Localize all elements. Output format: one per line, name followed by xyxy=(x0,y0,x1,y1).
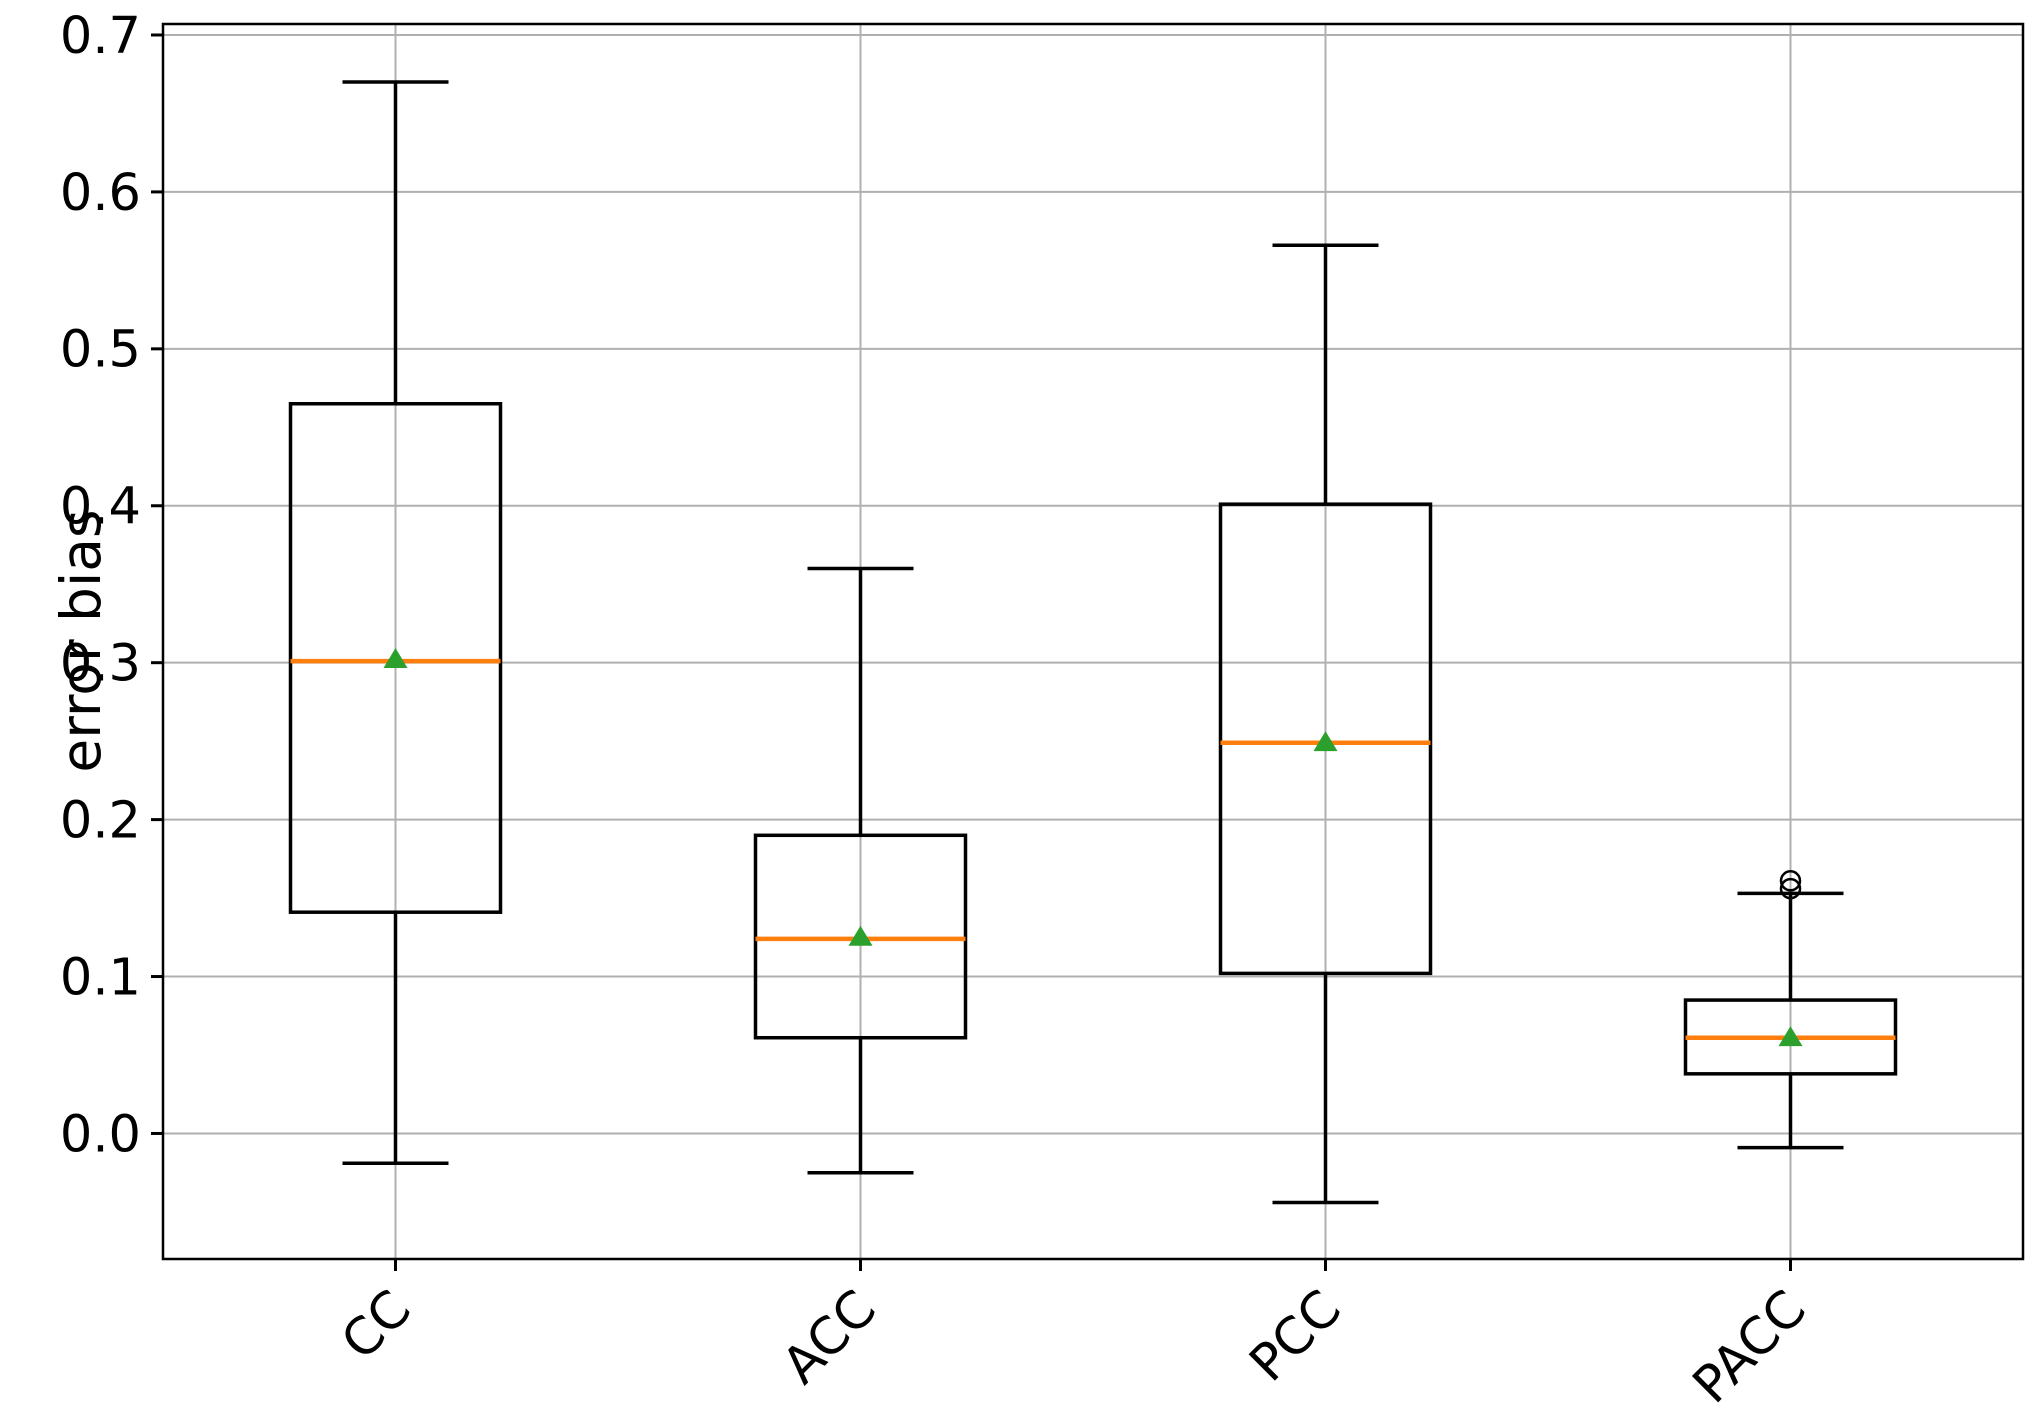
mean-marker xyxy=(1313,731,1338,752)
y-tick-label: 0.2 xyxy=(60,791,141,850)
x-tick-label: PACC xyxy=(1682,1279,1818,1411)
y-tick-label: 0.0 xyxy=(60,1105,141,1164)
mean-marker xyxy=(1778,1026,1803,1047)
y-tick-label: 0.7 xyxy=(60,7,141,66)
mean-marker xyxy=(383,647,408,668)
box-group-cc xyxy=(288,80,503,1166)
box-group-pacc xyxy=(1683,870,1898,1150)
y-tick-label: 0.5 xyxy=(60,321,141,380)
x-tick-label: PCC xyxy=(1239,1279,1353,1393)
axes-layer: 0.0 0.1 0.2 0.3 0.4 0.5 0.6 0.7 CC ACC PCC PACC xyxy=(60,7,2025,1411)
y-tick-label: 0.3 xyxy=(60,635,141,694)
iqr-box xyxy=(753,833,968,1040)
iqr-box xyxy=(1218,502,1433,976)
outlier-point xyxy=(1779,877,1802,900)
mean-marker xyxy=(848,925,873,946)
y-axis-label: error bias xyxy=(49,509,113,772)
x-tick-label: CC xyxy=(331,1279,423,1371)
box-group-pcc xyxy=(1218,243,1433,1205)
iqr-box xyxy=(288,402,503,914)
box-group-acc xyxy=(753,566,968,1175)
plot-spines xyxy=(161,22,2025,1261)
x-tick-label: ACC xyxy=(772,1279,888,1395)
data-layer xyxy=(288,80,1898,1205)
y-tick-label: 0.4 xyxy=(60,478,141,537)
outlier-point xyxy=(1779,870,1802,892)
y-tick-label: 0.6 xyxy=(60,164,141,223)
y-tick-label: 0.1 xyxy=(60,948,141,1007)
